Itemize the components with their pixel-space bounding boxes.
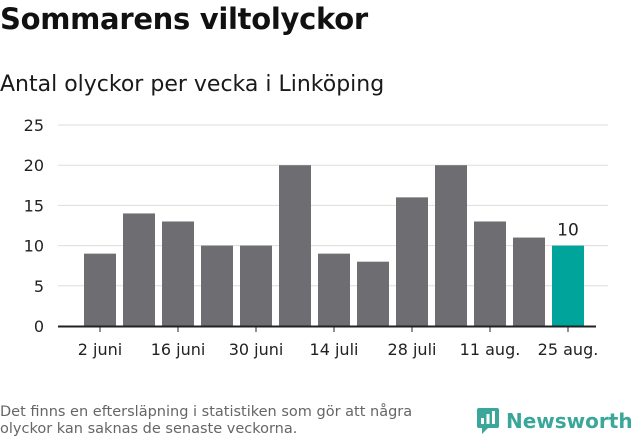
bar <box>162 221 194 326</box>
data-label: 10 <box>557 221 579 241</box>
x-tick-label: 28 juli <box>388 340 437 359</box>
y-tick-label: 0 <box>34 317 44 336</box>
newsworthy-logo-icon <box>477 408 499 434</box>
y-tick-label: 20 <box>24 156 44 175</box>
bar <box>435 165 467 326</box>
chart-subtitle: Antal olyckor per vecka i Linköping <box>0 72 385 97</box>
x-tick-label: 14 juli <box>310 340 359 359</box>
bar <box>279 165 311 326</box>
bar <box>84 253 116 326</box>
y-tick-label: 15 <box>24 196 44 215</box>
x-tick-label: 2 juni <box>78 340 122 359</box>
chart-title: Sommarens viltolyckor <box>0 2 368 36</box>
x-tick-label: 16 juni <box>151 340 206 359</box>
footnote: Det finns en eftersläpning i statistiken… <box>0 404 413 437</box>
bar <box>357 261 389 326</box>
y-tick-label: 25 <box>24 116 44 135</box>
bar-chart: 0 5 10 15 20 25 2 juni 16 juni 30 juni 14 juli 28 … <box>24 116 608 359</box>
bar <box>396 197 428 326</box>
bar <box>240 245 272 326</box>
bar <box>201 245 233 326</box>
x-tick-label: 25 aug. <box>538 340 599 359</box>
bar <box>318 253 350 326</box>
brand-name: Newsworthy <box>506 409 631 433</box>
x-tick-label: 11 aug. <box>460 340 521 359</box>
bar <box>552 245 584 326</box>
y-tick-label: 10 <box>24 237 44 256</box>
bar <box>474 221 506 326</box>
x-tick-label: 30 juni <box>229 340 284 359</box>
bar <box>513 237 545 326</box>
y-tick-label: 5 <box>34 277 44 296</box>
bar <box>123 213 155 326</box>
brand-logo: Newsworthy <box>476 407 631 435</box>
